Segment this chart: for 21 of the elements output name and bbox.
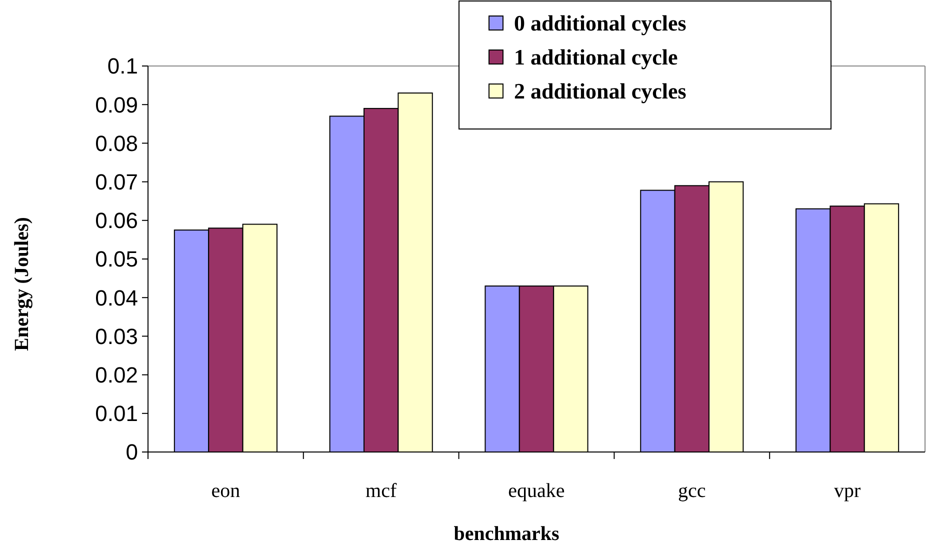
x-axis-title: benchmarks: [454, 523, 560, 545]
x-tick-label: mcf: [366, 480, 397, 502]
y-tick-label: 0.01: [95, 401, 138, 426]
y-tick-label: 0.05: [95, 246, 138, 272]
legend-label: 2 additional cycles: [514, 78, 687, 104]
y-tick-label: 0.09: [95, 92, 138, 118]
legend-label: 1 additional cycle: [514, 44, 678, 70]
y-tick-label: 0.06: [95, 208, 138, 234]
x-tick-label: eon: [211, 480, 240, 502]
y-tick-label: 0.08: [95, 130, 138, 156]
legend-label: 0 additional cycles: [514, 10, 687, 36]
x-tick-label: equake: [508, 480, 565, 502]
y-tick-label: 0.07: [95, 170, 138, 194]
y-tick-label: 0.04: [95, 285, 138, 310]
y-tick-label: 0.02: [95, 362, 138, 388]
y-tick-label: 0.1: [107, 54, 138, 79]
x-tick-label: vpr: [834, 480, 861, 502]
y-tick-label: 0.03: [95, 324, 138, 349]
y-tick-label: 0: [126, 440, 138, 465]
x-tick-label: gcc: [678, 480, 706, 502]
y-axis-title: Energy (Joules): [11, 217, 33, 351]
